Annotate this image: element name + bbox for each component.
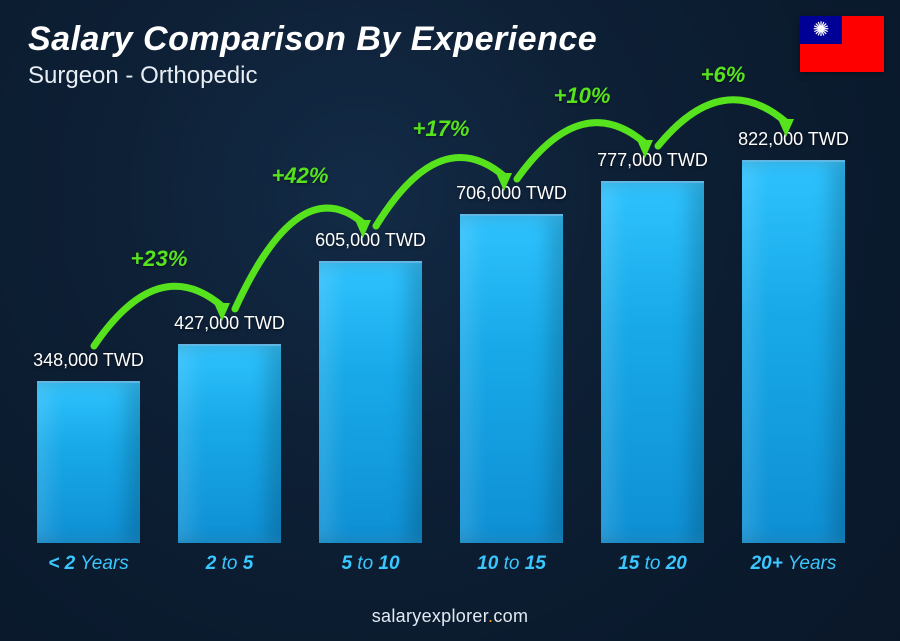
x-axis-label: 2 to 5 bbox=[163, 553, 296, 575]
bar-value-label: 427,000 TWD bbox=[174, 313, 285, 334]
footer-text-left: salaryexplorer bbox=[372, 606, 488, 626]
chart-title: Salary Comparison By Experience bbox=[28, 20, 597, 59]
increase-label: +6% bbox=[701, 62, 746, 88]
x-axis-label: < 2 Years bbox=[22, 553, 155, 575]
bar-value-label: 706,000 TWD bbox=[456, 183, 567, 204]
flag-taiwan: ✺ bbox=[800, 16, 884, 72]
sun-icon: ✺ bbox=[813, 20, 830, 40]
bar-value-label: 605,000 TWD bbox=[315, 230, 426, 251]
bar-wrap: 777,000 TWD bbox=[586, 100, 719, 543]
bar bbox=[742, 160, 846, 543]
bar bbox=[601, 181, 705, 543]
bar-wrap: 605,000 TWD bbox=[304, 100, 437, 543]
bar-value-label: 822,000 TWD bbox=[738, 129, 849, 150]
flag-canton: ✺ bbox=[800, 16, 842, 44]
bars-container: 348,000 TWD 427,000 TWD 605,000 TWD 706,000… bbox=[22, 100, 860, 543]
bar bbox=[319, 261, 423, 543]
bar bbox=[178, 344, 282, 543]
x-axis-label: 5 to 10 bbox=[304, 553, 437, 575]
infographic-stage: Salary Comparison By Experience Surgeon … bbox=[0, 0, 900, 641]
x-axis-label: 15 to 20 bbox=[586, 553, 719, 575]
bar-wrap: 706,000 TWD bbox=[445, 100, 578, 543]
bar bbox=[460, 214, 564, 543]
footer-attribution: salaryexplorer.com bbox=[0, 606, 900, 627]
bar-wrap: 822,000 TWD bbox=[727, 100, 860, 543]
bar-chart: 348,000 TWD 427,000 TWD 605,000 TWD 706,000… bbox=[22, 100, 860, 571]
x-axis-labels: < 2 Years 2 to 5 5 to 10 10 to 15 15 to 20 20… bbox=[22, 553, 860, 575]
bar-wrap: 427,000 TWD bbox=[163, 100, 296, 543]
bar-wrap: 348,000 TWD bbox=[22, 100, 155, 543]
x-axis-label: 10 to 15 bbox=[445, 553, 578, 575]
bar bbox=[37, 381, 141, 543]
footer-text-right: com bbox=[493, 606, 528, 626]
x-axis-label: 20+ Years bbox=[727, 553, 860, 575]
bar-value-label: 777,000 TWD bbox=[597, 150, 708, 171]
chart-subtitle: Surgeon - Orthopedic bbox=[28, 62, 257, 90]
bar-value-label: 348,000 TWD bbox=[33, 350, 144, 371]
